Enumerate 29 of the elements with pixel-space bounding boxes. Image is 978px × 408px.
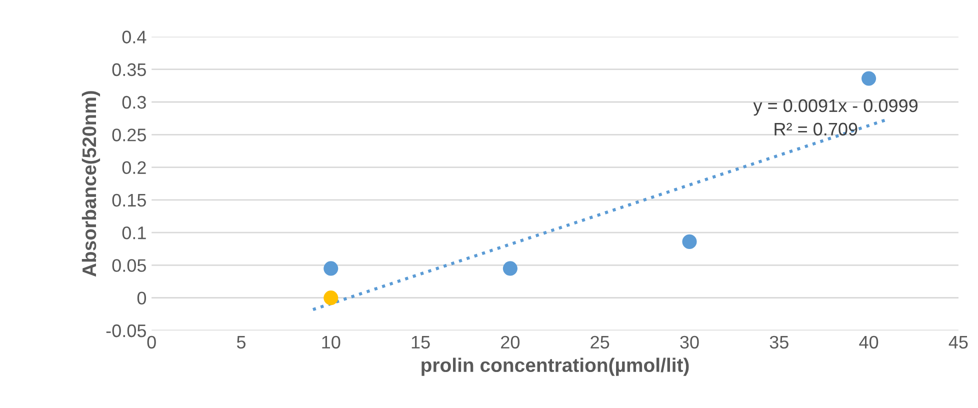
- x-tick-label: 35: [770, 336, 788, 349]
- point: [324, 290, 338, 306]
- x-tick-label: 45: [948, 336, 968, 349]
- y-tick-label: 0.3: [122, 96, 146, 109]
- y-tick-label: 0.25: [112, 128, 146, 142]
- point: [324, 261, 338, 276]
- annotation: y = 0.0091x - 0.0999: [753, 99, 918, 116]
- x-tick-label: 15: [412, 336, 430, 349]
- annotation: R² = 0.709: [774, 122, 858, 136]
- y-tick-label: -0.05: [106, 324, 146, 338]
- point: [862, 71, 876, 86]
- x-axis-title: prolin concentration(µmol/lit): [422, 358, 689, 376]
- y-tick-label: 0.4: [122, 30, 146, 44]
- y-axis-title: Absorbance(520nm): [82, 91, 100, 277]
- y-tick-label: 0: [137, 292, 146, 305]
- point: [502, 261, 518, 276]
- y-tick-label: 0.2: [122, 161, 146, 174]
- x-tick-label: 10: [322, 336, 340, 349]
- x-tick-label: 40: [859, 336, 878, 349]
- x-tick-label: 25: [590, 336, 610, 349]
- y-tick-label: 0.05: [112, 259, 146, 272]
- x-tick-label: 20: [501, 336, 520, 349]
- point: [682, 234, 697, 249]
- x-tick-label: 30: [680, 336, 699, 349]
- x-tick-label: 0: [147, 336, 156, 349]
- y-tick-label: 0.1: [122, 226, 146, 240]
- y-tick-label: 0.15: [112, 194, 146, 207]
- y-tick-label: 0.35: [112, 63, 146, 76]
- x-tick-label: 5: [236, 336, 246, 349]
